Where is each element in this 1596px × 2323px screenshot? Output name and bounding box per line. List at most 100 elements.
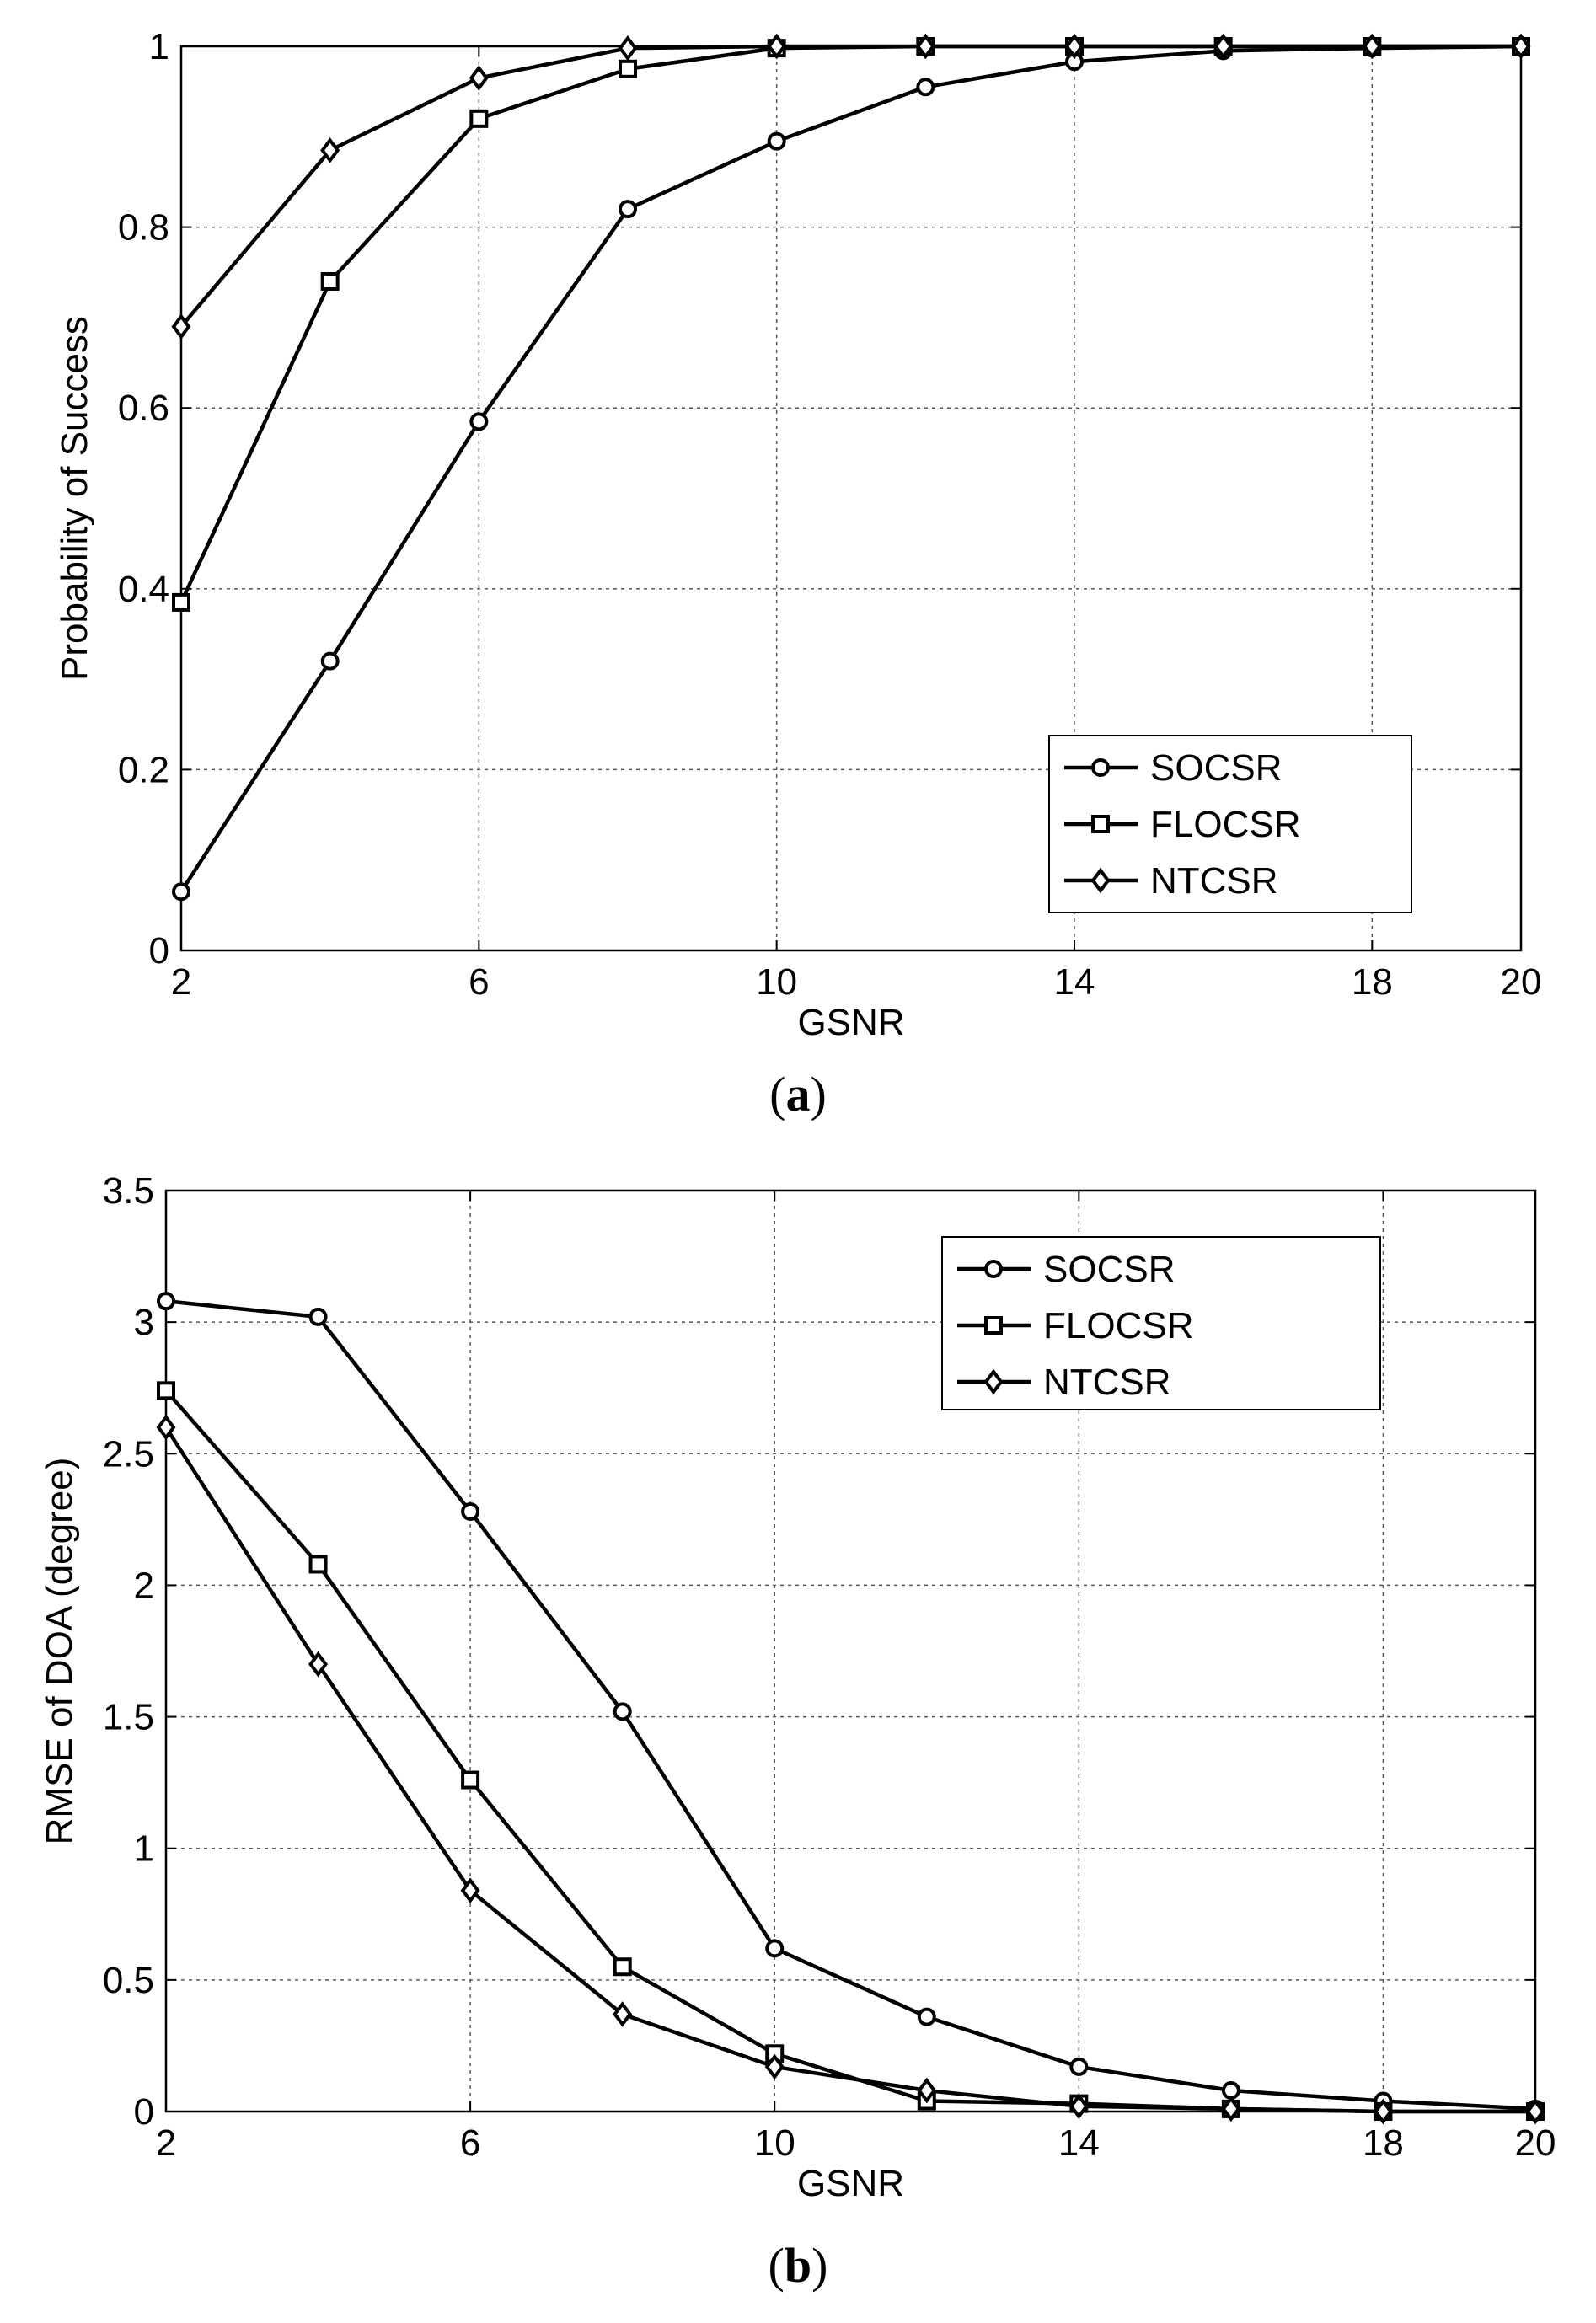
panel-b-y-tick-label: 0: [134, 2091, 154, 2133]
panel-a-ntcsr-point: [767, 33, 787, 60]
panel-b-y-tick-label: 3: [134, 1302, 154, 1343]
panel-b-x-tick-label: 14: [1058, 2122, 1100, 2164]
panel-b-flocsr-point: [308, 1555, 328, 1574]
panel-a-legend: SOCSR FLOCSR NTCSR: [1048, 735, 1412, 913]
panel-b-ntcsr-point: [917, 2077, 937, 2104]
panel-a-socsr-point: [767, 131, 786, 151]
panel-a-legend-socsr-label: SOCSR: [1150, 747, 1282, 789]
panel-a-ntcsr-point: [1511, 33, 1531, 60]
panel-b-legend-socsr-marker: [984, 1260, 1003, 1278]
panel-a-x-tick-label: 10: [756, 961, 797, 1003]
panel-b-socsr-point: [461, 1501, 480, 1521]
panel-a-flocsr-point: [172, 592, 190, 612]
panel-b-socsr-point: [1069, 2057, 1089, 2076]
panel-b-y-tick-label: 1: [134, 1828, 154, 1870]
panel-b-socsr-point: [613, 1702, 632, 1721]
panel-a-legend-flocsr-marker: [1091, 815, 1110, 833]
caption-a: (a): [769, 1067, 827, 1121]
panel-a-ntcsr-point: [915, 33, 935, 60]
panel-b-ntcsr-point: [613, 2001, 633, 2027]
panel-b-flocsr-point: [613, 1957, 632, 1977]
panel-b-y-tick-label: 1.5: [103, 1697, 154, 1738]
panel-a-socsr-point: [172, 882, 190, 902]
panel-b-x-tick-label: 10: [754, 2122, 795, 2164]
panel-a-ntcsr-point: [618, 35, 638, 62]
panel-a-series-flocsr-line: [179, 44, 1521, 603]
panel-b-x-tick-label: 6: [460, 2122, 480, 2164]
panel-a-ntcsr-point: [320, 137, 340, 163]
panel-a-series-ntcsr-line: [179, 44, 1521, 329]
panel-a-flocsr-point: [320, 271, 340, 291]
panel-b-socsr-point: [1221, 2081, 1240, 2101]
panel-b-y-tick-label: 2: [134, 1565, 154, 1606]
panel-b-ntcsr-point: [156, 1414, 176, 1441]
caption-b: (b): [768, 2238, 828, 2293]
panel-b-y-tick-label: 2.5: [103, 1433, 154, 1475]
panel-b-x-tick-label: 20: [1515, 2122, 1556, 2164]
panel-b-flocsr-point: [157, 1381, 175, 1400]
panel-b-legend: SOCSR FLOCSR NTCSR: [941, 1236, 1381, 1410]
panel-b-plot-frame: [164, 1189, 1537, 2113]
chart-panel-a: 2 6 10 14 18 20 0 0.2 0.4 0.6 0.8 1 GSNR Probability …: [54, 26, 1541, 1043]
panel-b-x-axis-label: GSNR: [797, 2163, 904, 2204]
panel-a-x-tick-label: 20: [1501, 961, 1542, 1003]
panel-b-flocsr-point: [461, 1770, 480, 1790]
panel-a-socsr-point: [916, 78, 935, 97]
caption-b-letter: b: [784, 2238, 812, 2293]
panel-a-ntcsr-point: [469, 65, 489, 91]
panel-b-series-flocsr-line: [164, 1389, 1535, 2114]
panel-a-flocsr-point: [469, 109, 489, 128]
panel-a-y-tick-label: 1: [149, 26, 169, 67]
panel-b-y-tick-label: 3.5: [103, 1170, 154, 1212]
panel-a-legend-socsr-marker: [1091, 758, 1110, 777]
panel-b-socsr-point: [308, 1307, 328, 1326]
chart-panel-b: 2 6 10 14 18 20 0 0.5 1 1.5 2 2.5 3 3.5 GSNR RMSE of DO…: [39, 1170, 1556, 2204]
panel-b-ntcsr-point: [1525, 2098, 1545, 2125]
panel-b-socsr-point: [765, 1939, 785, 1958]
panel-a-x-tick-label: 18: [1352, 961, 1393, 1003]
panel-b-socsr-point: [917, 2007, 936, 2026]
panel-a-y-axis-label: Probability of Success: [54, 316, 95, 681]
panel-b-ntcsr-point: [460, 1877, 480, 1904]
panel-a-legend-flocsr-label: FLOCSR: [1150, 804, 1300, 845]
panel-b-series-ntcsr-line: [164, 1426, 1535, 2114]
panel-b-ntcsr-point: [308, 1651, 329, 1678]
panel-b-legend-socsr-label: SOCSR: [1043, 1249, 1175, 1290]
panel-a-ntcsr-point: [1064, 33, 1085, 60]
panel-a-legend-ntcsr-label: NTCSR: [1150, 860, 1278, 902]
panel-a-socsr-point: [469, 412, 489, 431]
panel-b-legend-flocsr-label: FLOCSR: [1043, 1305, 1193, 1346]
panel-b-legend-ntcsr-marker: [983, 1368, 1004, 1395]
panel-b-ntcsr-point: [1221, 2096, 1241, 2122]
panel-a-x-tick-label: 14: [1054, 961, 1095, 1003]
panel-a-ntcsr-point: [171, 313, 191, 340]
panel-a-y-tick-label: 0: [149, 930, 169, 971]
panel-b-ntcsr-point: [1068, 2093, 1089, 2120]
panel-b-legend-ntcsr-label: NTCSR: [1043, 1362, 1171, 1403]
panel-b-y-axis-label: RMSE of DOA (degree): [39, 1458, 80, 1845]
panel-b-series-socsr-line: [165, 1298, 1536, 2112]
panel-b-y-tick-label: 0.5: [103, 1960, 154, 2001]
panel-a-series-socsr-line: [179, 44, 1522, 893]
panel-a-socsr-point: [320, 651, 340, 671]
panel-a-ntcsr-point: [1362, 33, 1382, 60]
panel-b-ntcsr-point: [764, 2053, 785, 2080]
panel-a-y-tick-label: 0.6: [118, 388, 169, 429]
panel-a-x-tick-label: 2: [171, 961, 191, 1003]
caption-a-letter: a: [785, 1067, 811, 1121]
panel-a-socsr-point: [619, 200, 637, 219]
panel-a-x-tick-label: 6: [469, 961, 489, 1003]
panel-a-legend-ntcsr-marker: [1090, 867, 1111, 894]
panel-b-x-tick-label: 2: [156, 2122, 176, 2164]
panel-a-ntcsr-point: [1213, 33, 1234, 60]
panel-b-ntcsr-point: [1373, 2098, 1393, 2125]
panel-a-flocsr-point: [619, 59, 637, 78]
panel-b-legend-flocsr-marker: [984, 1316, 1003, 1335]
panel-a-x-axis-label: GSNR: [797, 1002, 904, 1043]
panel-b-socsr-point: [157, 1292, 175, 1311]
panel-b-x-tick-label: 18: [1363, 2122, 1404, 2164]
panel-a-y-tick-label: 0.8: [118, 207, 169, 249]
panel-a-y-tick-label: 0.4: [118, 569, 169, 610]
panel-a-y-tick-label: 0.2: [118, 749, 169, 790]
